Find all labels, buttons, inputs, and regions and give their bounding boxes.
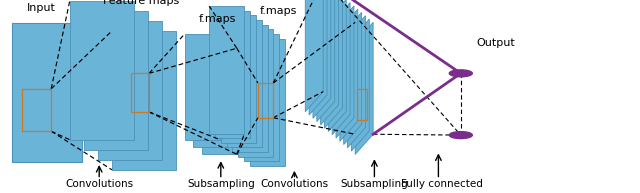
Bar: [244, 34, 279, 161]
Bar: [209, 6, 244, 134]
Bar: [193, 41, 228, 147]
Polygon shape: [336, 6, 354, 138]
Bar: [131, 73, 149, 112]
Text: Subsampling: Subsampling: [340, 179, 408, 189]
Polygon shape: [328, 0, 346, 131]
Polygon shape: [340, 9, 358, 141]
Polygon shape: [351, 19, 369, 151]
Polygon shape: [313, 0, 331, 118]
Polygon shape: [305, 0, 323, 112]
Text: Subsampling: Subsampling: [187, 179, 255, 189]
Text: Feature maps: Feature maps: [102, 0, 179, 6]
Bar: [112, 31, 176, 170]
Bar: [357, 89, 367, 120]
Circle shape: [449, 70, 472, 77]
Bar: [221, 15, 256, 143]
Polygon shape: [324, 0, 342, 128]
Bar: [84, 11, 148, 150]
Text: Convolutions: Convolutions: [260, 179, 328, 189]
Bar: [258, 83, 273, 118]
Bar: [232, 25, 268, 152]
Polygon shape: [321, 0, 339, 125]
Polygon shape: [317, 0, 335, 122]
Bar: [70, 1, 134, 140]
Bar: [202, 48, 237, 154]
Text: Output: Output: [477, 38, 515, 48]
Bar: [98, 21, 162, 160]
Text: Convolutions: Convolutions: [65, 179, 133, 189]
Bar: [185, 34, 220, 140]
Text: f.maps: f.maps: [260, 6, 297, 16]
Bar: [250, 39, 285, 166]
Bar: [12, 23, 82, 162]
Polygon shape: [355, 22, 373, 154]
Polygon shape: [332, 3, 350, 135]
Bar: [238, 29, 273, 157]
Polygon shape: [348, 16, 365, 148]
Text: Fully connected: Fully connected: [401, 179, 483, 189]
Circle shape: [449, 132, 472, 139]
Text: f.maps: f.maps: [199, 14, 236, 24]
Text: Input: Input: [27, 3, 56, 13]
Polygon shape: [309, 0, 327, 115]
Bar: [215, 11, 250, 138]
Bar: [227, 20, 262, 147]
Polygon shape: [344, 13, 362, 145]
